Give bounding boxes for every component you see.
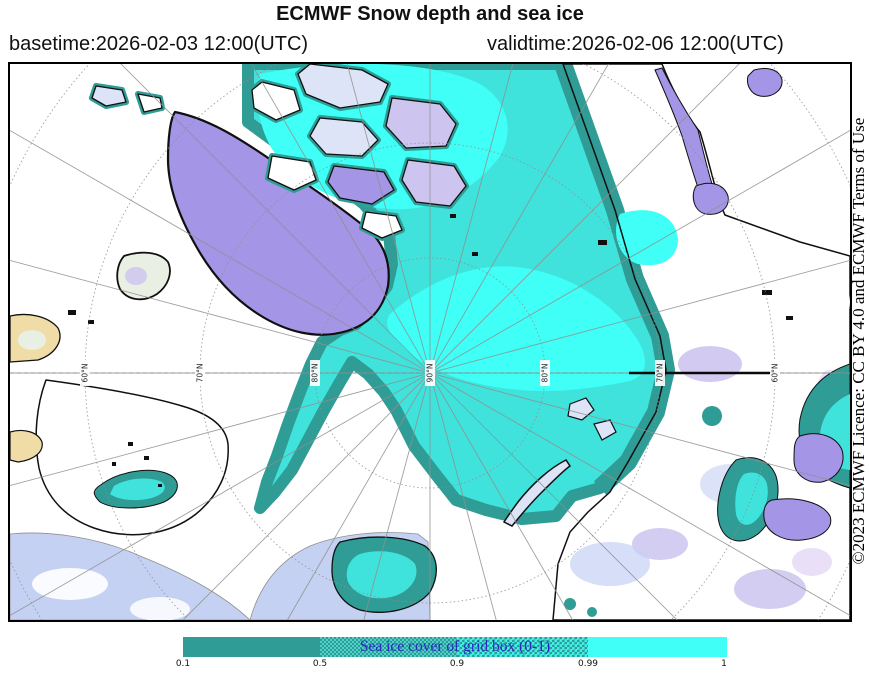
meridian-line: [434, 129, 850, 371]
meridian-line: [432, 377, 574, 620]
island-speck: [450, 214, 456, 218]
copyright-text: ©2023 ECMWF Licence: CC BY 4.0 and ECMWF…: [849, 117, 868, 565]
legend-seg-0.9-0.99: [457, 637, 588, 657]
latitude-label: 80°N: [310, 360, 320, 386]
meridian-line: [182, 376, 427, 620]
latitude-labels: 60°N 70°N 80°N 90°N 80°N 70°N 60°N: [80, 360, 780, 386]
meridian-line: [346, 64, 429, 368]
lake-speck: [128, 442, 133, 446]
svg-text:80°N: 80°N: [311, 364, 320, 383]
bering-open-water: [662, 64, 850, 252]
novaya-zemlya-island: [502, 459, 572, 527]
svg-text:70°N: 70°N: [656, 364, 665, 383]
snow-tone-patch: [792, 548, 832, 576]
scandinavia-land: [35, 379, 229, 536]
legend-tick: 0.1: [175, 659, 191, 669]
island-speck: [472, 252, 478, 256]
snow-tone-patch: [632, 528, 688, 560]
legend-seg-0.5-0.9: [320, 637, 457, 657]
uk-clear-patch: [18, 330, 46, 350]
meridian-line: [363, 378, 429, 620]
legend-tick: 0.9: [449, 659, 465, 669]
latitude-label: 90°N: [425, 360, 435, 386]
ice-speck: [564, 598, 576, 610]
svg-text:60°N: 60°N: [771, 364, 780, 383]
snow-tone-patch: [734, 569, 806, 609]
basetime-label: basetime:2026-02-03 12:00(UTC): [9, 33, 309, 55]
meridian-line: [435, 259, 850, 372]
island-speck: [598, 240, 607, 245]
meridian-line: [431, 378, 497, 620]
snow-tone-patch: [570, 542, 650, 586]
meridian-line: [251, 64, 428, 369]
meridian-line: [433, 376, 678, 620]
legend-title: Sea ice cover of grid box (0-1): [359, 638, 551, 655]
chukotka-deep-snow: [692, 182, 729, 215]
svg-text:60°N: 60°N: [81, 364, 90, 383]
island-speck: [88, 320, 94, 324]
meridian-line: [120, 64, 427, 370]
latitude-label: 70°N: [195, 360, 205, 386]
lake-speck: [158, 484, 162, 487]
ireland-bare-land: [10, 429, 43, 463]
island-speck: [786, 316, 793, 320]
legend-bar: [183, 637, 727, 657]
svg-text:70°N: 70°N: [196, 364, 205, 383]
snow-tone-patch: [678, 346, 742, 382]
bering-open-water-south: [746, 262, 850, 342]
svg-text:90°N: 90°N: [426, 364, 435, 383]
meridian-line: [10, 374, 425, 487]
latitude-label: 80°N: [540, 360, 550, 386]
svg-text:80°N: 80°N: [541, 364, 550, 383]
map-svg: 60°N 70°N 80°N 90°N 80°N 70°N 60°N: [10, 64, 850, 620]
alaska-deep-snow: [747, 67, 783, 97]
island-speck: [68, 310, 76, 315]
latitude-label: 60°N: [770, 360, 780, 386]
meridian-line: [10, 375, 426, 617]
ice-speck: [587, 607, 597, 617]
okhotsk-ice: [702, 406, 722, 426]
meridian-line: [433, 64, 740, 370]
legend-tick: 0.5: [312, 659, 328, 669]
legend-tick: 1: [721, 659, 727, 669]
kamchatka-deep-snow: [763, 498, 832, 541]
meridian-line: [10, 129, 426, 371]
validtime-label: validtime:2026-02-06 12:00(UTC): [487, 33, 784, 55]
meridian-line: [10, 259, 425, 372]
page-title: ECMWF Snow depth and sea ice: [276, 3, 584, 25]
kamchatka-deep-snow: [793, 433, 844, 483]
bothnia-ice-core: [110, 478, 165, 501]
legend-tick: 0.99: [577, 659, 599, 669]
latitude-label: 70°N: [655, 360, 665, 386]
map-border: 60°N 70°N 80°N 90°N 80°N 70°N 60°N: [8, 62, 852, 622]
ice-bright-patch: [616, 210, 678, 266]
lake-speck: [112, 462, 116, 466]
lake-speck: [144, 456, 149, 460]
meridian-line: [286, 377, 428, 620]
europe-clear-patch: [130, 597, 190, 620]
iceland-snow-patch: [125, 267, 147, 285]
island-speck: [762, 290, 772, 295]
europe-clear-patch: [32, 568, 108, 600]
severnaya-island: [593, 419, 617, 441]
meridian-line: [434, 375, 850, 617]
latitude-label: 60°N: [80, 360, 90, 386]
meridian-line: [432, 64, 609, 369]
meridian-line: [435, 374, 850, 487]
white-sea-ice-core: [346, 551, 417, 599]
meridian-line: [431, 64, 514, 368]
legend-seg-0.1-0.5: [183, 637, 320, 657]
legend-seg-0.99-1: [588, 637, 727, 657]
ice-bright-patch: [387, 266, 645, 392]
